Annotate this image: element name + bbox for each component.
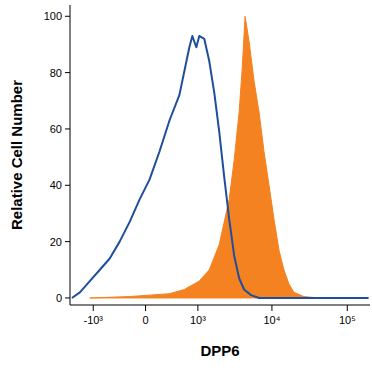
y-axis [70,5,71,305]
x-tick [347,305,348,311]
x-tick [145,305,146,311]
y-tick [65,72,70,73]
x-tick-label: 10³ [190,314,206,326]
x-tick-label: 0 [143,314,149,326]
y-tick-label: 80 [50,67,62,79]
y-tick [65,128,70,129]
x-tick [93,305,94,311]
x-tick [197,305,198,311]
chart: 0 20 40 60 80 100 -10³ 0 10³ 10⁴ 10⁵ DPP6 Relative C… [0,0,372,373]
x-tick-label: -10³ [83,314,103,326]
x-tick-label: 10⁵ [339,314,356,326]
x-axis-label: DPP6 [200,342,239,359]
y-tick [65,241,70,242]
y-axis-label: Relative Cell Number [8,80,25,230]
x-tick-label: 10⁴ [263,314,280,326]
line-series [72,36,369,298]
y-tick-label: 40 [50,179,62,191]
y-tick [65,297,70,298]
y-tick-label: 100 [44,10,62,22]
x-axis [70,305,370,306]
y-tick [65,16,70,17]
y-tick-label: 60 [50,123,62,135]
y-tick-label: 0 [56,292,62,304]
x-tick [271,305,272,311]
y-tick-label: 20 [50,236,62,248]
y-tick [65,185,70,186]
area-series [90,16,369,298]
plot-area [72,16,369,298]
